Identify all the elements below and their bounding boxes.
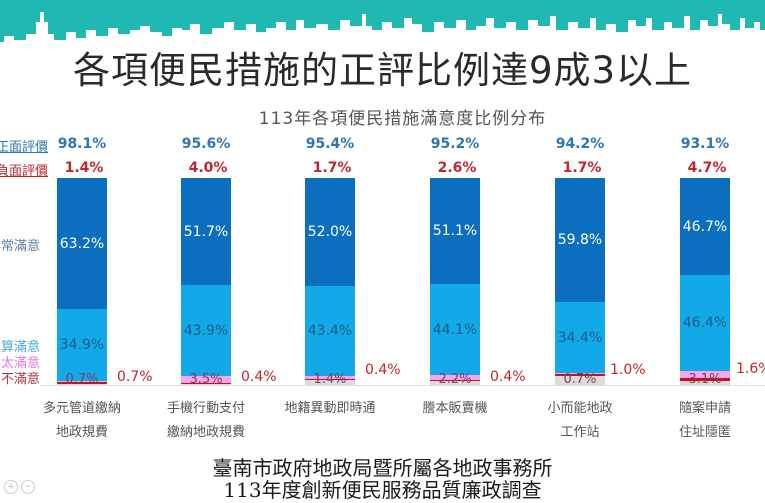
chart-title: 113年各項便民措施滿意度比例分布 (258, 109, 547, 129)
segment-satisfied: 43.4% (305, 286, 355, 376)
zoom-controls: + − (4, 480, 35, 494)
segment-label: 43.9% (183, 322, 229, 339)
footer-line-2: 113年度創新便民服務品質廉政調查 (223, 478, 542, 502)
segment-very-unsatisfied (305, 379, 355, 380)
very-unsatisfied-label: 0.4% (490, 369, 526, 385)
negative-value: 4.0% (188, 160, 228, 176)
bar-column: 52.0% 43.4% (305, 178, 355, 385)
not-satisfied-label: 3.1% (688, 372, 722, 387)
segment-label: 51.1% (432, 223, 478, 239)
segment-not-satisfied (181, 376, 231, 383)
segment-satisfied: 43.9% (181, 285, 231, 376)
segment-not-satisfied (430, 375, 480, 380)
segment-very-satisfied: 52.0% (305, 178, 355, 286)
segment-label: 59.8% (557, 232, 603, 248)
segment-label: 43.4% (307, 323, 353, 339)
bar-column: 59.8% 34.4% (555, 178, 605, 385)
segment-not-satisfied (57, 381, 107, 382)
segment-very-unsatisfied (57, 382, 107, 384)
positive-value: 95.2% (430, 136, 480, 152)
segment-no-answer (430, 381, 480, 385)
category-label: 多元管道繳納 地政規費 (42, 401, 121, 440)
zoom-in-icon[interactable]: + (4, 480, 18, 494)
negative-value: 2.6% (437, 160, 477, 176)
not-satisfied-label: 1.4% (313, 372, 347, 387)
page-title: 各項便民措施的正評比例達9成3以上 (72, 49, 693, 92)
not-satisfied-label: 0.7% (563, 372, 597, 387)
legend-not-satisfied: 不太滿意 (0, 356, 41, 371)
segment-label: 34.9% (59, 337, 105, 353)
segment-label: 46.4% (682, 315, 728, 331)
category-label: 謄本販賣機 (422, 401, 488, 416)
not-satisfied-label: 2.2% (438, 372, 472, 387)
very-unsatisfied-label: 0.7% (117, 369, 153, 385)
segment-no-answer (181, 384, 231, 385)
segment-no-answer (680, 381, 730, 385)
category-label: 隨案申請 住址隱匿 (678, 401, 731, 440)
segment-very-satisfied: 51.1% (430, 178, 480, 284)
legend-very-unsatisfied: 非常不滿意 (0, 372, 41, 387)
legend-negative: 負面評價 (0, 164, 49, 179)
segment-not-satisfied (555, 373, 605, 374)
segment-satisfied: 34.4% (555, 302, 605, 373)
city-skyline-banner (0, 0, 765, 42)
negative-value: 4.7% (687, 160, 727, 176)
segment-label: 51.7% (183, 223, 229, 240)
segment-no-answer (305, 380, 355, 385)
segment-very-satisfied: 46.7% (680, 178, 730, 275)
category-label: 小而能地政 工作站 (547, 401, 613, 440)
segment-very-satisfied: 59.8% (555, 178, 605, 302)
negative-value: 1.4% (64, 160, 104, 176)
segment-satisfied: 34.9% (57, 309, 107, 381)
positive-value: 94.2% (555, 136, 605, 152)
footer-line-1: 臺南市政府地政局暨所屬各地政事務所 (212, 456, 553, 480)
positive-value: 95.6% (181, 136, 231, 152)
segment-no-answer (555, 376, 605, 385)
positive-value: 98.1% (57, 136, 107, 152)
segment-not-satisfied (305, 376, 355, 379)
segment-label: 63.2% (59, 235, 105, 252)
segment-no-answer (57, 384, 107, 385)
segment-label: 34.4% (557, 329, 603, 346)
not-satisfied-label: 3.5% (189, 372, 223, 387)
segment-label: 46.7% (682, 218, 728, 235)
legend-very-satisfied: 非常滿意 (0, 239, 41, 254)
segment-very-unsatisfied (680, 378, 730, 381)
very-unsatisfied-label: 1.6% (736, 361, 765, 377)
category-label: 地籍異動即時通 (284, 401, 376, 416)
negative-value: 1.7% (562, 160, 602, 176)
category-label: 手機行動支付 繳納地政規費 (166, 401, 245, 440)
bar-column: 46.7% 46.4% (680, 178, 730, 385)
very-unsatisfied-label: 1.0% (610, 362, 646, 378)
positive-value: 95.4% (305, 136, 355, 152)
very-unsatisfied-label: 0.4% (241, 369, 277, 385)
segment-very-unsatisfied (430, 380, 480, 381)
segment-label: 44.1% (432, 321, 478, 338)
legend-satisfied: 還算滿意 (0, 340, 41, 355)
legend-positive: 正面評價 (0, 140, 49, 155)
negative-value: 1.7% (312, 160, 352, 176)
segment-very-unsatisfied (181, 383, 231, 384)
positive-value: 93.1% (680, 136, 730, 152)
segment-label: 52.0% (307, 224, 353, 240)
segment-satisfied: 44.1% (430, 284, 480, 375)
very-unsatisfied-label: 0.4% (365, 362, 401, 378)
zoom-out-icon[interactable]: − (21, 480, 35, 494)
bar-column: 51.1% 44.1% (430, 178, 480, 385)
segment-very-unsatisfied (555, 374, 605, 376)
segment-satisfied: 46.4% (680, 275, 730, 371)
segment-very-satisfied: 51.7% (181, 178, 231, 285)
not-satisfied-label: 0.7% (65, 372, 99, 387)
segment-very-satisfied: 63.2% (57, 178, 107, 309)
x-axis-baseline (40, 385, 765, 386)
bar-column: 51.7% 43.9% (181, 178, 231, 385)
bar-column: 63.2% 34.9% (57, 178, 107, 385)
segment-not-satisfied (680, 371, 730, 378)
